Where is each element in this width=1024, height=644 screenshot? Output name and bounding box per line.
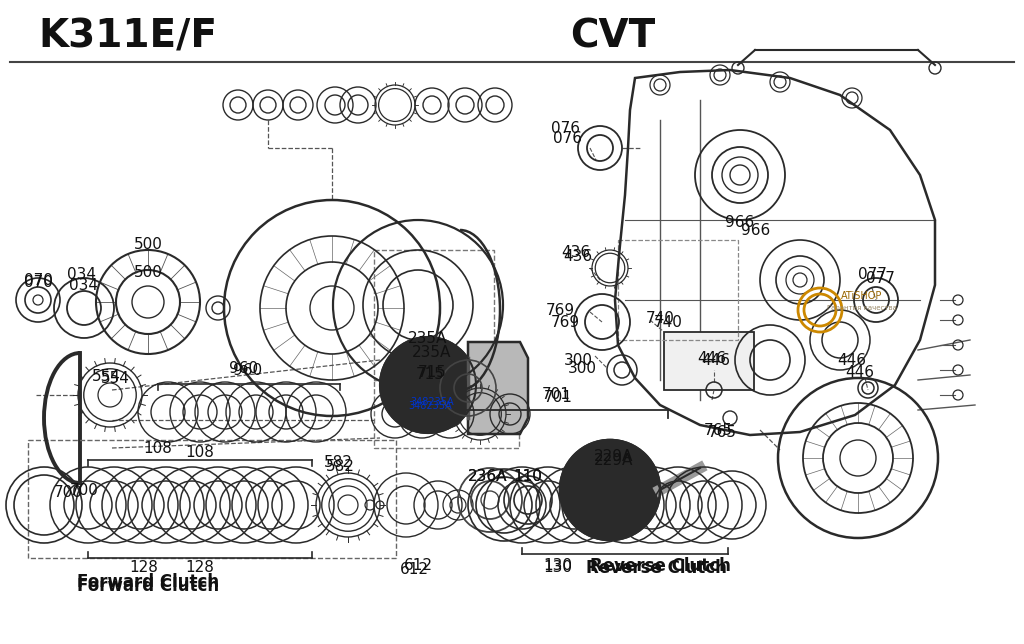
Text: 765: 765: [708, 424, 736, 439]
Text: 076: 076: [552, 120, 581, 135]
Text: CVT: CVT: [570, 17, 655, 55]
Text: 500: 500: [133, 236, 163, 252]
Text: Reverse Clutch: Reverse Clutch: [590, 557, 730, 575]
Text: 130: 130: [544, 560, 572, 576]
Text: 348235A: 348235A: [409, 401, 452, 411]
Bar: [374, 250, 494, 380]
Text: 348235A: 348235A: [411, 397, 454, 407]
Text: 300: 300: [563, 352, 593, 368]
Text: 236A: 236A: [468, 468, 508, 484]
Text: 701: 701: [544, 390, 572, 404]
Text: 966: 966: [725, 214, 755, 229]
Text: 229A: 229A: [594, 453, 634, 468]
Text: 070: 070: [24, 272, 52, 287]
Bar: [664, 332, 754, 390]
Text: 034: 034: [68, 267, 96, 281]
Text: 108: 108: [143, 440, 172, 455]
Text: 235A: 235A: [409, 330, 447, 345]
Text: 554: 554: [91, 368, 121, 383]
Text: 765: 765: [703, 422, 732, 437]
Text: ATiSHOP: ATiSHOP: [842, 291, 883, 301]
Text: 110: 110: [514, 468, 543, 484]
Text: 740: 740: [653, 314, 682, 330]
Text: 500: 500: [133, 265, 163, 279]
Text: 034: 034: [70, 278, 98, 292]
Text: Forward Clutch: Forward Clutch: [77, 577, 219, 595]
Text: 235A: 235A: [413, 345, 452, 359]
Text: 130: 130: [544, 558, 572, 574]
Text: 700: 700: [53, 484, 83, 500]
Text: 966: 966: [741, 222, 771, 238]
Text: 300: 300: [567, 361, 597, 375]
Polygon shape: [468, 342, 528, 434]
Text: 436: 436: [561, 245, 591, 260]
Text: 740: 740: [645, 310, 675, 325]
Text: 446: 446: [697, 350, 726, 366]
Text: 612: 612: [399, 562, 428, 578]
Circle shape: [380, 337, 476, 433]
Text: 076: 076: [554, 131, 583, 146]
Text: 077: 077: [865, 270, 894, 285]
Text: K311E/F: K311E/F: [38, 17, 217, 55]
Text: Forward Clutch: Forward Clutch: [77, 573, 219, 591]
Text: 960: 960: [233, 363, 262, 377]
Text: 446: 446: [838, 352, 866, 368]
Text: 110: 110: [514, 468, 543, 484]
Text: 582: 582: [326, 459, 354, 473]
Text: 612: 612: [403, 558, 432, 574]
Circle shape: [560, 440, 660, 540]
Text: 236A: 236A: [468, 468, 508, 484]
Text: Reverse Clutch: Reverse Clutch: [586, 559, 726, 577]
Text: 715: 715: [416, 366, 444, 381]
Text: 077: 077: [857, 267, 887, 281]
Text: 128: 128: [130, 560, 159, 576]
Text: 446: 446: [846, 365, 874, 379]
Text: 960: 960: [229, 361, 259, 375]
Bar: [374, 380, 519, 448]
Text: Гарантия качества: Гарантия качества: [827, 305, 897, 311]
Text: 070: 070: [24, 274, 52, 290]
Text: 769: 769: [551, 314, 580, 330]
Text: 582: 582: [324, 455, 352, 469]
Text: 436: 436: [563, 249, 593, 263]
Text: 769: 769: [546, 303, 574, 317]
Bar: [618, 240, 738, 340]
Text: 108: 108: [185, 444, 214, 460]
Text: 229A: 229A: [594, 448, 634, 464]
Text: 446: 446: [701, 352, 730, 368]
Text: 554: 554: [100, 370, 129, 386]
Text: 701: 701: [542, 386, 570, 401]
Text: 128: 128: [185, 560, 214, 576]
Bar: [28, 440, 396, 558]
Text: 700: 700: [70, 482, 99, 498]
Text: 715: 715: [418, 365, 446, 379]
